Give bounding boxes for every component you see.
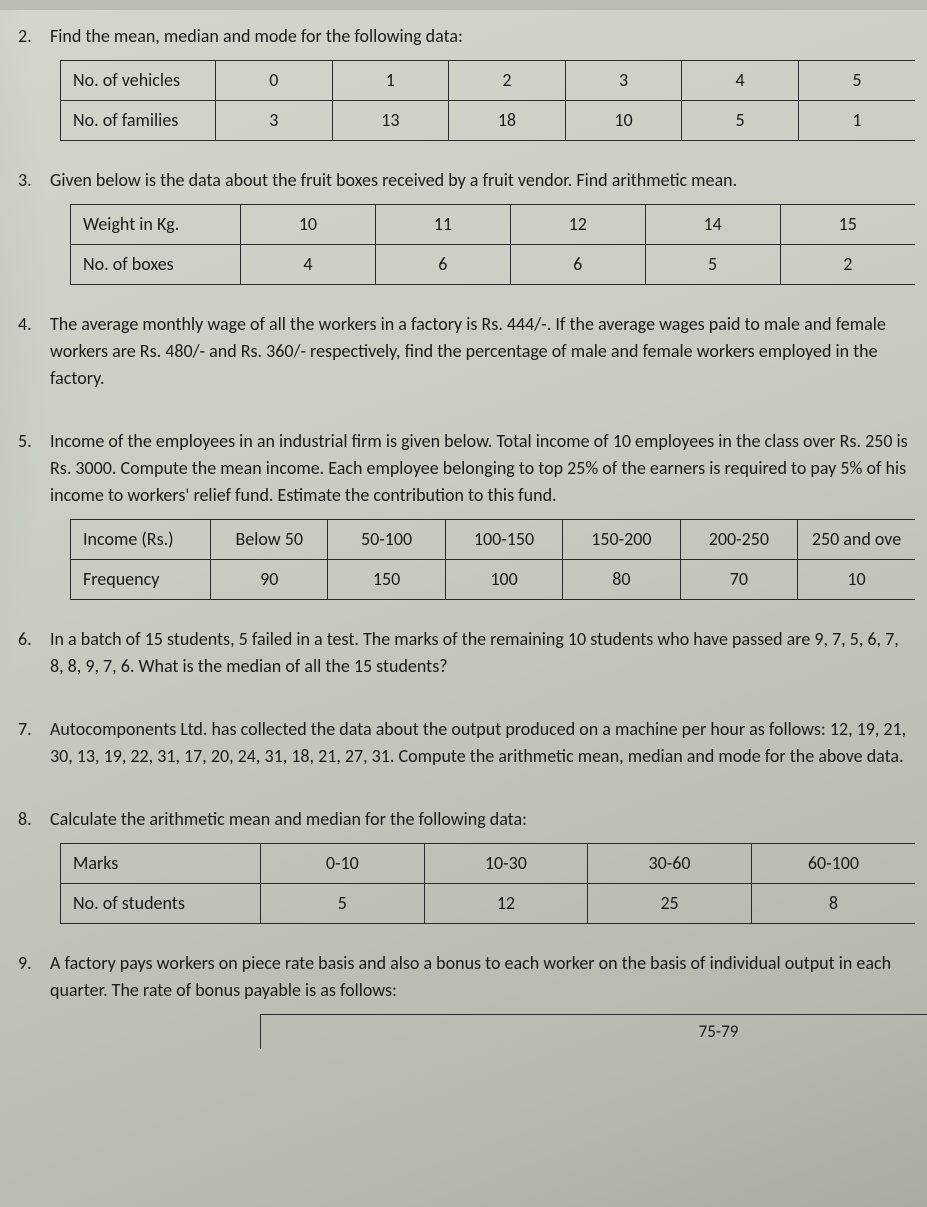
row-label: Weight in Kg.	[71, 205, 241, 245]
question-text: A factory pays workers on piece rate bas…	[50, 950, 915, 1004]
table-cell: 75-79	[261, 1015, 927, 1049]
table-cell: 10	[565, 101, 682, 141]
question-4: 4. The average monthly wage of all the w…	[0, 303, 927, 420]
question-number: 3.	[18, 167, 32, 194]
table-cell: 5	[682, 101, 799, 141]
question-text: Autocomponents Ltd. has collected the da…	[50, 716, 915, 770]
table-cell: 5	[645, 245, 780, 285]
table-cell: 10	[241, 205, 376, 245]
table-cell: 15	[780, 205, 915, 245]
row-label: No. of families	[61, 101, 216, 141]
table-cell: 12	[510, 205, 645, 245]
table-row: No. of students 5 12 25 8	[61, 884, 916, 924]
q2-table: No. of vehicles 0 1 2 3 4 5 No. of famil…	[60, 60, 915, 141]
row-label: Frequency	[71, 560, 211, 600]
question-6: 6. In a batch of 15 students, 5 failed i…	[0, 618, 927, 708]
table-cell: 12	[424, 884, 588, 924]
table-cell: 5	[261, 884, 425, 924]
row-label: No. of vehicles	[61, 61, 216, 101]
table-cell: 200-250	[680, 520, 797, 560]
table-row: Frequency 90 150 100 80 70 10	[71, 560, 916, 600]
question-number: 8.	[18, 806, 32, 833]
question-7: 7. Autocomponents Ltd. has collected the…	[0, 708, 927, 798]
table-cell: 6	[375, 245, 510, 285]
table-cell: 8	[751, 884, 915, 924]
table-cell: 60-100	[751, 844, 915, 884]
table-cell: 0	[216, 61, 333, 101]
table-row: No. of vehicles 0 1 2 3 4 5	[61, 61, 916, 101]
question-3: 3. Given below is the data about the fru…	[0, 159, 927, 303]
table-cell: 13	[332, 101, 449, 141]
table-cell: 10-30	[424, 844, 588, 884]
q9-partial-table: 75-79	[260, 1014, 927, 1049]
question-number: 4.	[18, 311, 32, 338]
table-row: Weight in Kg. 10 11 12 14 15	[71, 205, 916, 245]
question-text: In a batch of 15 students, 5 failed in a…	[50, 626, 915, 680]
table-cell: 4	[682, 61, 799, 101]
table-cell: 2	[449, 61, 566, 101]
table-cell: 50-100	[328, 520, 445, 560]
table-cell: 0-10	[261, 844, 425, 884]
table-cell: 11	[375, 205, 510, 245]
row-label: Marks	[61, 844, 261, 884]
table-row: 75-79	[261, 1015, 927, 1049]
table-cell: 2	[780, 245, 915, 285]
table-row: No. of families 3 13 18 10 5 1	[61, 101, 916, 141]
question-text: Given below is the data about the fruit …	[50, 167, 915, 194]
table-cell: 150	[328, 560, 445, 600]
question-number: 6.	[18, 626, 32, 653]
table-row: No. of boxes 4 6 6 5 2	[71, 245, 916, 285]
table-cell: 1	[332, 61, 449, 101]
table-cell: 10	[798, 560, 915, 600]
q3-table: Weight in Kg. 10 11 12 14 15 No. of boxe…	[70, 204, 915, 285]
question-5: 5. Income of the employees in an industr…	[0, 420, 927, 618]
table-cell: 3	[216, 101, 333, 141]
question-2: 2. Find the mean, median and mode for th…	[0, 15, 927, 159]
table-cell: 3	[565, 61, 682, 101]
question-number: 7.	[18, 716, 32, 743]
table-row: Income (Rs.) Below 50 50-100 100-150 150…	[71, 520, 916, 560]
table-cell: 30-60	[588, 844, 752, 884]
question-text: Calculate the arithmetic mean and median…	[50, 806, 915, 833]
table-cell: 1	[798, 101, 915, 141]
row-label: No. of boxes	[71, 245, 241, 285]
table-cell: 14	[645, 205, 780, 245]
table-cell: 250 and ove	[798, 520, 915, 560]
table-cell: 5	[798, 61, 915, 101]
question-number: 5.	[18, 428, 32, 455]
q8-table: Marks 0-10 10-30 30-60 60-100 No. of stu…	[60, 843, 915, 924]
question-9: 9. A factory pays workers on piece rate …	[0, 942, 927, 1004]
table-cell: 100-150	[445, 520, 562, 560]
question-text: Find the mean, median and mode for the f…	[50, 23, 915, 50]
table-cell: 4	[241, 245, 376, 285]
table-cell: 80	[563, 560, 680, 600]
question-number: 9.	[18, 950, 32, 977]
q5-table: Income (Rs.) Below 50 50-100 100-150 150…	[70, 519, 915, 600]
table-cell: 70	[680, 560, 797, 600]
table-cell: 90	[211, 560, 328, 600]
table-cell: Below 50	[211, 520, 328, 560]
table-cell: 100	[445, 560, 562, 600]
table-cell: 150-200	[563, 520, 680, 560]
question-number: 2.	[18, 23, 32, 50]
table-cell: 25	[588, 884, 752, 924]
row-label: No. of students	[61, 884, 261, 924]
question-text: The average monthly wage of all the work…	[50, 311, 915, 392]
table-cell: 6	[510, 245, 645, 285]
question-8: 8. Calculate the arithmetic mean and med…	[0, 798, 927, 942]
table-row: Marks 0-10 10-30 30-60 60-100	[61, 844, 916, 884]
row-label: Income (Rs.)	[71, 520, 211, 560]
question-text: Income of the employees in an industrial…	[50, 428, 915, 509]
table-cell: 18	[449, 101, 566, 141]
